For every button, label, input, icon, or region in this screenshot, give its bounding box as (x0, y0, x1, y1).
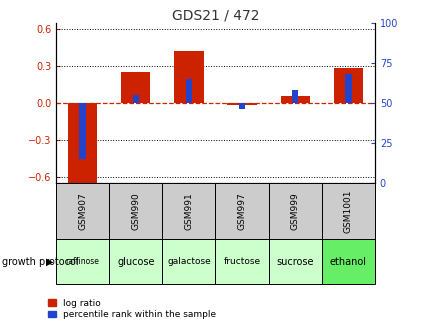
Bar (227, 103, 256, 106)
Text: GDS21 / 472: GDS21 / 472 (171, 8, 259, 22)
Text: GSM990: GSM990 (131, 192, 140, 230)
Bar (344, 74, 351, 103)
Text: GSM907: GSM907 (78, 192, 87, 230)
Bar (333, 68, 362, 103)
Bar (121, 72, 150, 103)
Text: galactose: galactose (167, 257, 210, 266)
Bar (109, 239, 162, 284)
Bar (162, 183, 215, 239)
Bar (268, 183, 321, 239)
Text: GSM1001: GSM1001 (343, 189, 352, 233)
Bar (162, 239, 215, 284)
Bar (174, 51, 203, 103)
Text: fructose: fructose (223, 257, 260, 266)
Text: GSM997: GSM997 (237, 192, 246, 230)
Bar (185, 79, 192, 103)
Bar (215, 183, 268, 239)
Bar (56, 183, 109, 239)
Bar (321, 183, 374, 239)
Bar (292, 90, 298, 103)
Bar (215, 239, 268, 284)
Bar (109, 183, 162, 239)
Text: ethanol: ethanol (329, 257, 366, 267)
Text: GSM991: GSM991 (184, 192, 193, 230)
Text: sucrose: sucrose (276, 257, 313, 267)
Text: GSM999: GSM999 (290, 192, 299, 230)
Legend: log ratio, percentile rank within the sample: log ratio, percentile rank within the sa… (47, 299, 215, 319)
Bar (56, 239, 109, 284)
Bar (280, 96, 309, 103)
Bar (268, 239, 321, 284)
Bar (238, 103, 245, 110)
Bar (79, 103, 86, 159)
Text: ▶: ▶ (46, 257, 54, 267)
Text: raffinose: raffinose (65, 257, 99, 266)
Bar (132, 95, 138, 103)
Bar (321, 239, 374, 284)
Text: growth protocol: growth protocol (2, 257, 79, 267)
Text: glucose: glucose (117, 257, 154, 267)
Bar (68, 103, 97, 183)
